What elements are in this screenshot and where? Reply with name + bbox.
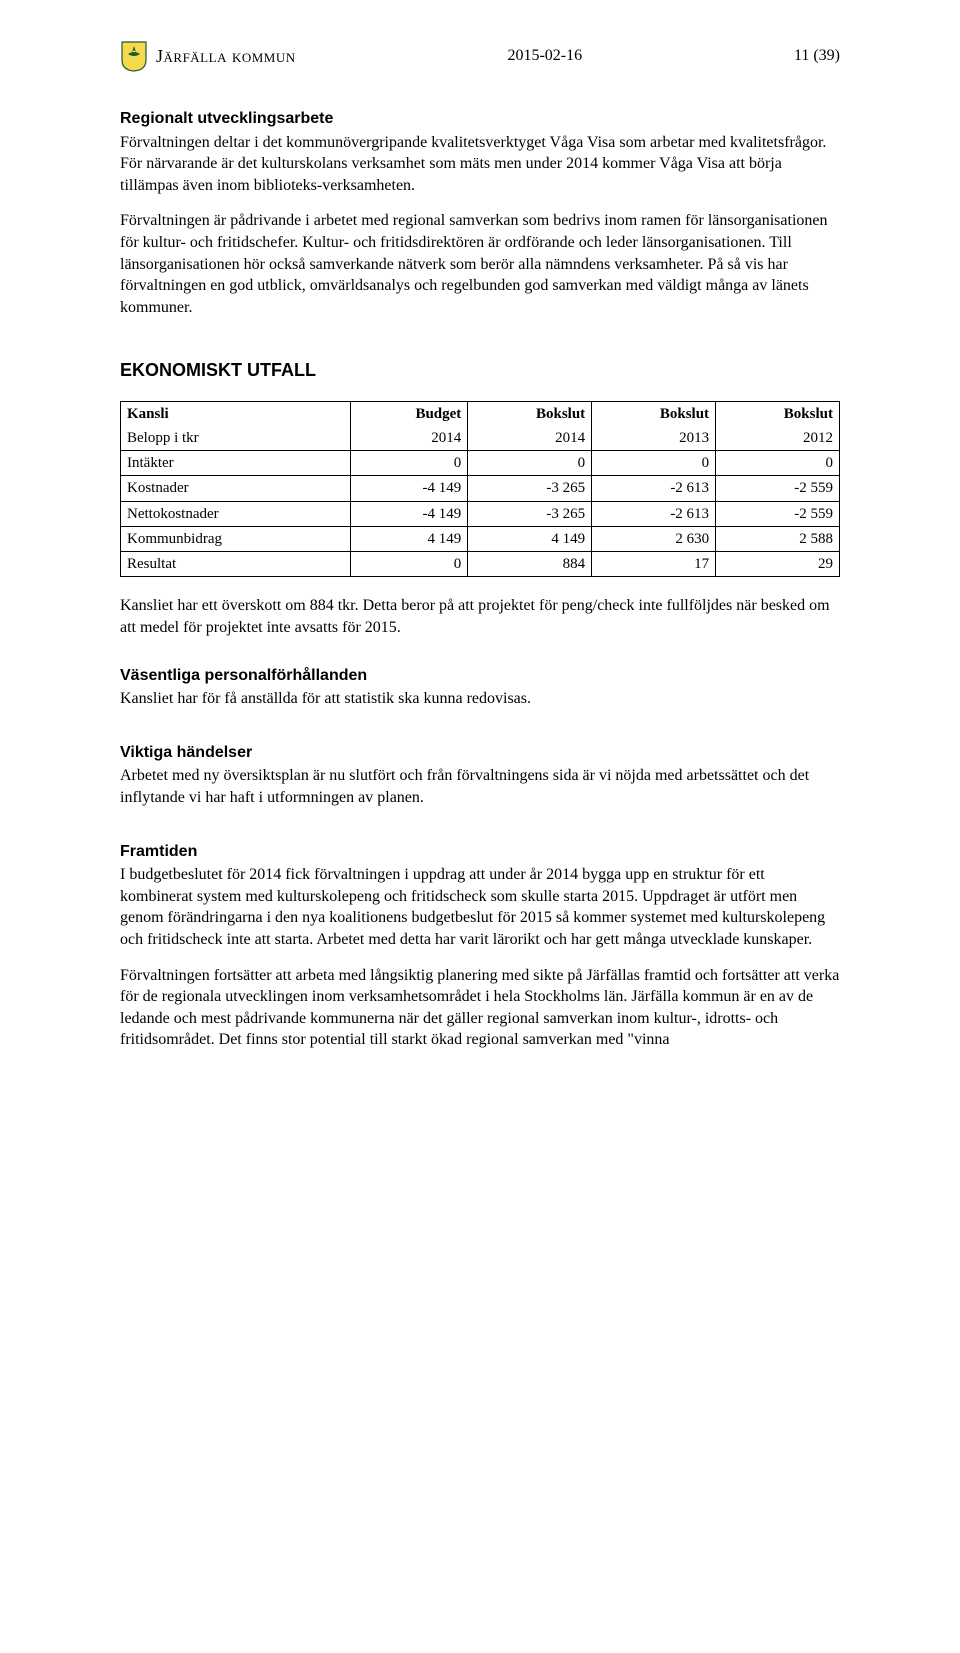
brand: Järfälla kommun: [120, 40, 296, 72]
table-header-cell: 2014: [351, 426, 468, 451]
body-paragraph: Kansliet har ett överskott om 884 tkr. D…: [120, 595, 840, 638]
brand-text: Järfälla kommun: [156, 44, 296, 68]
body-paragraph: I budgetbeslutet för 2014 fick förvaltni…: [120, 864, 840, 950]
table-cell: 0: [351, 552, 468, 577]
page-header: Järfälla kommun 2015-02-16 11 (39): [120, 40, 840, 72]
header-date: 2015-02-16: [296, 45, 794, 67]
table-header-cell: 2014: [468, 426, 592, 451]
table-cell: 0: [468, 451, 592, 476]
table-row: Intäkter0000: [121, 451, 840, 476]
section-title-regionalt: Regionalt utvecklingsarbete: [120, 108, 840, 130]
table-cell: 0: [716, 451, 840, 476]
table-cell: -2 613: [592, 501, 716, 526]
section-title-ekonomiskt: EKONOMISKT UTFALL: [120, 358, 840, 382]
table-cell: 2 588: [716, 526, 840, 551]
section-title-viktiga: Viktiga händelser: [120, 742, 840, 764]
table-cell: 4 149: [351, 526, 468, 551]
body-paragraph: Kansliet har för få anställda för att st…: [120, 688, 840, 710]
header-page-number: 11 (39): [794, 45, 840, 67]
table-cell: Intäkter: [121, 451, 351, 476]
table-cell: 0: [592, 451, 716, 476]
table-cell: 4 149: [468, 526, 592, 551]
table-subheader-row: Belopp i tkr 2014 2014 2013 2012: [121, 426, 840, 451]
table-row: Kostnader-4 149-3 265-2 613-2 559: [121, 476, 840, 501]
table-cell: -3 265: [468, 501, 592, 526]
table-cell: 884: [468, 552, 592, 577]
table-cell: 29: [716, 552, 840, 577]
table-cell: 17: [592, 552, 716, 577]
table-header-cell: 2013: [592, 426, 716, 451]
table-cell: -3 265: [468, 476, 592, 501]
table-cell: -2 559: [716, 476, 840, 501]
table-cell: Kommunbidrag: [121, 526, 351, 551]
table-row: Resultat08841729: [121, 552, 840, 577]
table-header-cell: 2012: [716, 426, 840, 451]
section-title-personal: Väsentliga personalförhållanden: [120, 665, 840, 687]
table-cell: -2 559: [716, 501, 840, 526]
body-paragraph: Förvaltningen fortsätter att arbeta med …: [120, 965, 840, 1051]
table-header-row: Kansli Budget Bokslut Bokslut Bokslut: [121, 401, 840, 426]
table-header-cell: Bokslut: [468, 401, 592, 426]
finance-table: Kansli Budget Bokslut Bokslut Bokslut Be…: [120, 401, 840, 578]
table-header-cell: Bokslut: [716, 401, 840, 426]
table-cell: -2 613: [592, 476, 716, 501]
table-cell: -4 149: [351, 476, 468, 501]
table-cell: 0: [351, 451, 468, 476]
body-paragraph: Arbetet med ny översiktsplan är nu slutf…: [120, 765, 840, 808]
body-paragraph: Förvaltningen är pådrivande i arbetet me…: [120, 210, 840, 318]
table-cell: Kostnader: [121, 476, 351, 501]
crest-icon: [120, 40, 148, 72]
table-cell: 2 630: [592, 526, 716, 551]
body-paragraph: Förvaltningen deltar i det kommunövergri…: [120, 132, 840, 197]
table-header-cell: Budget: [351, 401, 468, 426]
table-header-cell: Belopp i tkr: [121, 426, 351, 451]
section-title-framtiden: Framtiden: [120, 841, 840, 863]
table-header-cell: Bokslut: [592, 401, 716, 426]
table-row: Nettokostnader-4 149-3 265-2 613-2 559: [121, 501, 840, 526]
table-header-cell: Kansli: [121, 401, 351, 426]
table-cell: Resultat: [121, 552, 351, 577]
table-cell: -4 149: [351, 501, 468, 526]
table-cell: Nettokostnader: [121, 501, 351, 526]
table-row: Kommunbidrag4 1494 1492 6302 588: [121, 526, 840, 551]
